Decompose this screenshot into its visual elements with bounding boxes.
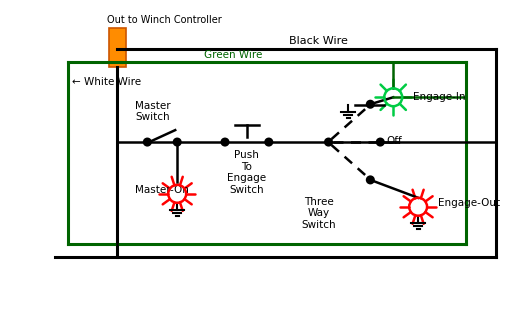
Text: Black Wire: Black Wire — [289, 37, 348, 46]
Text: ← White Wire: ← White Wire — [72, 77, 141, 87]
Circle shape — [367, 176, 374, 183]
Circle shape — [377, 139, 384, 145]
Circle shape — [144, 139, 151, 145]
Text: Push
To
Engage
Switch: Push To Engage Switch — [228, 150, 266, 195]
Circle shape — [325, 139, 332, 145]
Circle shape — [367, 101, 374, 108]
Circle shape — [174, 139, 181, 145]
Circle shape — [221, 139, 229, 145]
Circle shape — [265, 139, 272, 145]
Text: Green Wire: Green Wire — [204, 51, 263, 61]
Text: Master
Switch: Master Switch — [135, 100, 170, 122]
Text: Off: Off — [386, 136, 402, 146]
Text: Engage-In: Engage-In — [413, 92, 465, 102]
Text: Out to Winch Controller: Out to Winch Controller — [106, 15, 221, 25]
Text: Master-On: Master-On — [135, 185, 189, 195]
Bar — [108, 27, 126, 67]
Text: Engage-Out: Engage-Out — [438, 198, 500, 208]
Text: Three
Way
Switch: Three Way Switch — [301, 197, 336, 230]
